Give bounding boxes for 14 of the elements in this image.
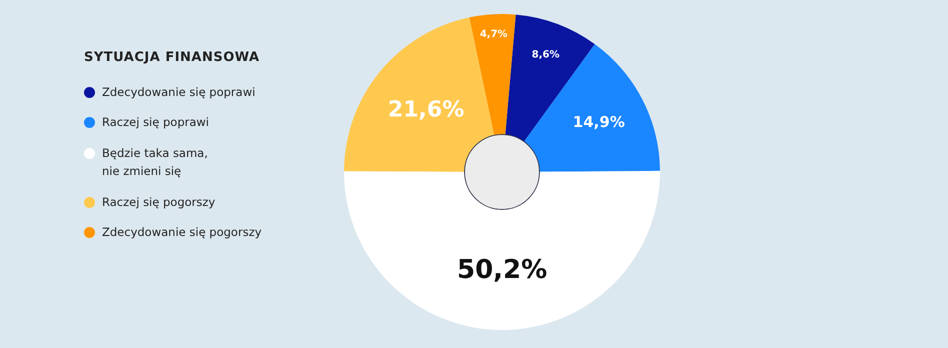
legend-title: SYTUACJA FINANSOWA bbox=[84, 50, 261, 65]
data-label: 21,6% bbox=[388, 98, 464, 123]
data-label: 8,6% bbox=[532, 50, 560, 61]
legend-label: Będzie taka sama, nie zmieni się bbox=[102, 144, 208, 180]
data-label: 14,9% bbox=[572, 113, 625, 132]
donut-slice bbox=[469, 14, 516, 135]
data-label: 50,2% bbox=[456, 254, 548, 285]
legend-label: Zdecydowanie się poprawi bbox=[102, 84, 256, 101]
legend-label: Raczej się poprawi bbox=[102, 114, 209, 132]
donut-slice bbox=[344, 170, 660, 330]
legend-label: Raczej się pogorszy bbox=[102, 194, 216, 211]
data-label: 4,7% bbox=[480, 29, 508, 40]
donut-slice bbox=[524, 44, 660, 172]
legend-label: Zdecydowanie się pogorszy bbox=[102, 224, 262, 241]
